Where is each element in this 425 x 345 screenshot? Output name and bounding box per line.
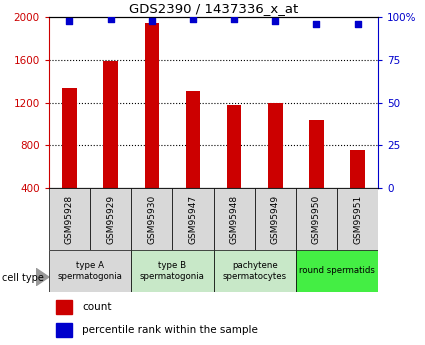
Bar [337, 188, 378, 250]
Point [107, 16, 114, 22]
Text: cell type: cell type [2, 273, 44, 283]
Point [354, 21, 361, 27]
Bar [144, 22, 159, 231]
Bar [351, 150, 365, 231]
Point [190, 16, 196, 22]
Bar [131, 188, 173, 250]
Point [148, 18, 155, 23]
Text: round spermatids: round spermatids [299, 266, 375, 275]
Bar [49, 250, 131, 292]
Bar [255, 188, 296, 250]
Text: GSM95950: GSM95950 [312, 195, 321, 244]
Point [313, 21, 320, 27]
Bar [62, 88, 76, 231]
Text: GSM95929: GSM95929 [106, 195, 115, 244]
Text: GSM95951: GSM95951 [353, 195, 362, 244]
Text: pachytene
spermatocytes: pachytene spermatocytes [223, 261, 287, 280]
Point [272, 18, 279, 23]
Text: type A
spermatogonia: type A spermatogonia [58, 261, 122, 280]
Bar [296, 250, 378, 292]
Text: GSM95947: GSM95947 [188, 195, 198, 244]
Text: GSM95930: GSM95930 [147, 195, 156, 244]
Bar [173, 188, 213, 250]
Text: GSM95928: GSM95928 [65, 195, 74, 244]
Polygon shape [36, 268, 49, 286]
Text: count: count [82, 302, 111, 312]
Bar [309, 120, 324, 231]
Bar [227, 105, 241, 231]
Bar [90, 188, 131, 250]
Bar [186, 91, 200, 231]
Text: percentile rank within the sample: percentile rank within the sample [82, 325, 258, 335]
Point [231, 16, 238, 22]
Bar [131, 250, 213, 292]
Text: GSM95948: GSM95948 [230, 195, 239, 244]
Bar [49, 188, 90, 250]
Bar [268, 103, 283, 231]
Text: type B
spermatogonia: type B spermatogonia [140, 261, 205, 280]
Point [66, 18, 73, 23]
Bar [56, 323, 72, 337]
Bar [103, 61, 118, 231]
Bar [213, 250, 296, 292]
Bar [296, 188, 337, 250]
Text: GSM95949: GSM95949 [271, 195, 280, 244]
Title: GDS2390 / 1437336_x_at: GDS2390 / 1437336_x_at [129, 2, 298, 15]
Bar [213, 188, 255, 250]
Bar [56, 300, 72, 314]
